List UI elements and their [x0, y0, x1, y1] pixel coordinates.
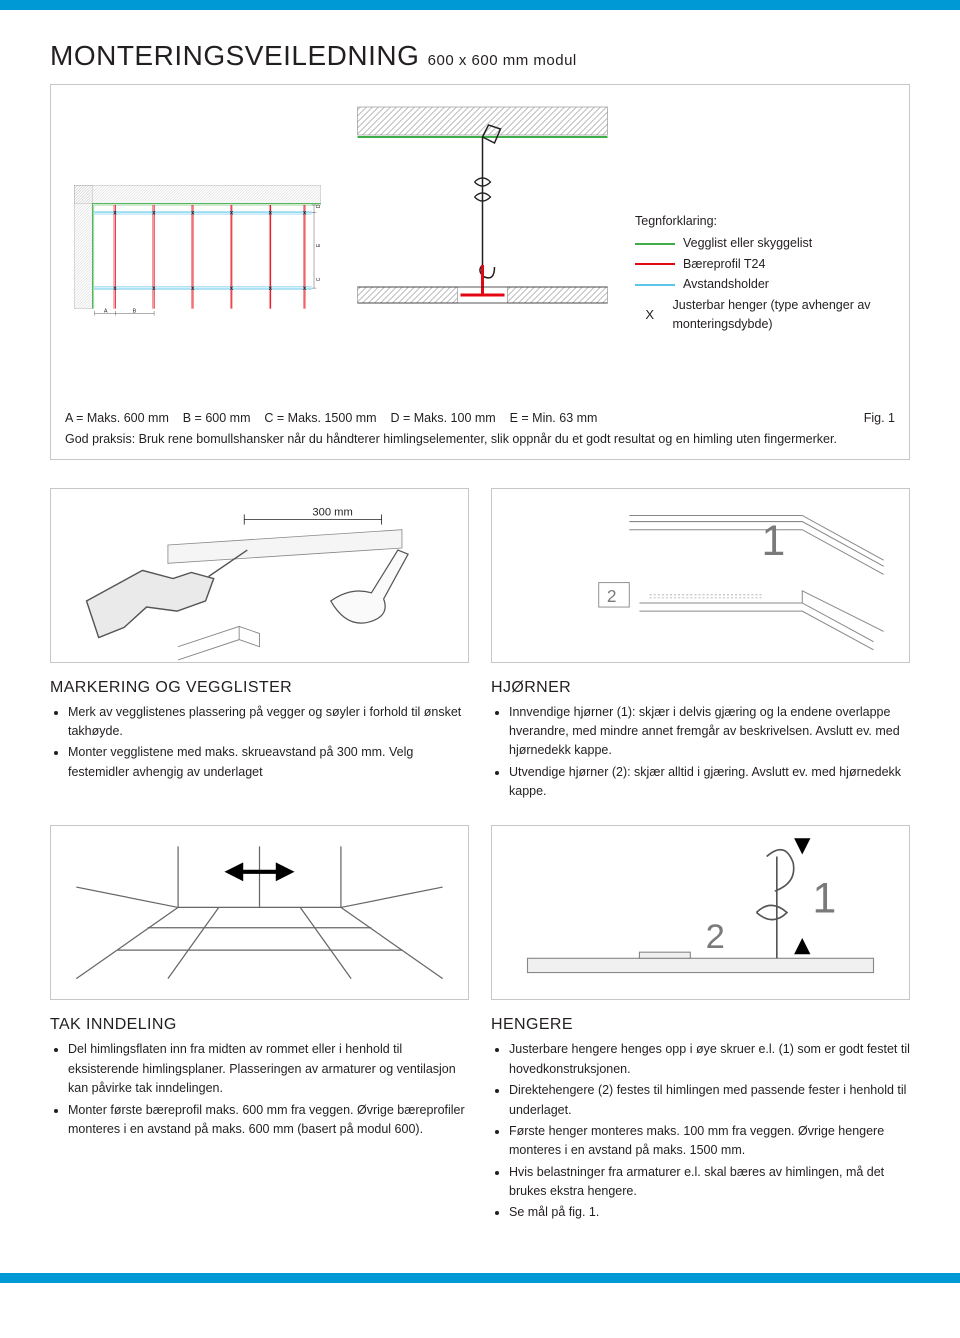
svg-text:D: D	[316, 204, 322, 208]
dims-text: A = Maks. 600 mm B = 600 mm C = Maks. 15…	[65, 411, 597, 425]
step-hjorner: 1 2 HJØRNER	[491, 488, 910, 804]
title-sub: 600 x 600 mm modul	[428, 52, 577, 69]
svg-text:2: 2	[706, 918, 725, 956]
good-practice: God praksis: Bruk rene bomullshansker nå…	[65, 431, 895, 449]
svg-text:C: C	[316, 277, 322, 281]
svg-text:2: 2	[607, 585, 617, 605]
legend-item-1: Bæreprofil T24	[635, 255, 895, 274]
swatch-red	[635, 263, 675, 265]
dims-row: A = Maks. 600 mm B = 600 mm C = Maks. 15…	[65, 411, 895, 425]
hanger-detail	[350, 97, 615, 397]
plan-drawing: xxxxxxxxxxxx D E C A B	[65, 97, 330, 397]
page-title: MONTERINGSVEILEDNING 600 x 600 mm modul	[50, 40, 910, 72]
label-b: B	[133, 308, 137, 314]
bottom-accent-bar	[0, 1273, 960, 1283]
step4-title: HENGERE	[491, 1016, 910, 1034]
step-markering: 300 mm	[50, 488, 469, 804]
svg-text:1: 1	[762, 517, 786, 565]
legend: Tegnforklaring: Vegglist eller skyggelis…	[635, 212, 895, 397]
swatch-cyan	[635, 284, 675, 286]
legend-item-3: X Justerbar henger (type avhenger av mon…	[635, 296, 895, 335]
step-hengere: 1 2 HENGERE Justerbare hengere henges op…	[491, 825, 910, 1224]
step3-image	[50, 825, 469, 1000]
step4-bullets: Justerbare hengere henges opp i øye skru…	[491, 1040, 910, 1222]
title-main: MONTERINGSVEILEDNING	[50, 40, 419, 71]
legend-x-symbol: X	[635, 305, 665, 325]
step1-title: MARKERING OG VEGGLISTER	[50, 679, 469, 697]
step2-image: 1 2	[491, 488, 910, 663]
svg-text:1: 1	[812, 875, 836, 923]
step4-image: 1 2	[491, 825, 910, 1000]
swatch-green	[635, 243, 675, 245]
top-accent-bar	[0, 0, 960, 10]
step2-bullets: Innvendige hjørner (1): skjær i delvis g…	[491, 703, 910, 802]
svg-text:300 mm: 300 mm	[312, 506, 352, 518]
figure-number: Fig. 1	[864, 411, 895, 425]
legend-item-2: Avstandsholder	[635, 275, 895, 294]
step1-image: 300 mm	[50, 488, 469, 663]
step2-title: HJØRNER	[491, 679, 910, 697]
step3-bullets: Del himlingsflaten inn fra midten av rom…	[50, 1040, 469, 1139]
legend-item-0: Vegglist eller skyggelist	[635, 234, 895, 253]
label-a: A	[104, 308, 108, 314]
step-tak-inndeling: TAK INNDELING Del himlingsflaten inn fra…	[50, 825, 469, 1224]
legend-title: Tegnforklaring:	[635, 212, 895, 231]
svg-text:E: E	[316, 243, 322, 247]
step3-title: TAK INNDELING	[50, 1016, 469, 1034]
figure-1-box: xxxxxxxxxxxx D E C A B	[50, 84, 910, 460]
step1-bullets: Merk av vegglistenes plassering på vegge…	[50, 703, 469, 783]
steps-grid: 300 mm	[50, 488, 910, 1225]
page-content: MONTERINGSVEILEDNING 600 x 600 mm modul	[0, 10, 960, 1245]
